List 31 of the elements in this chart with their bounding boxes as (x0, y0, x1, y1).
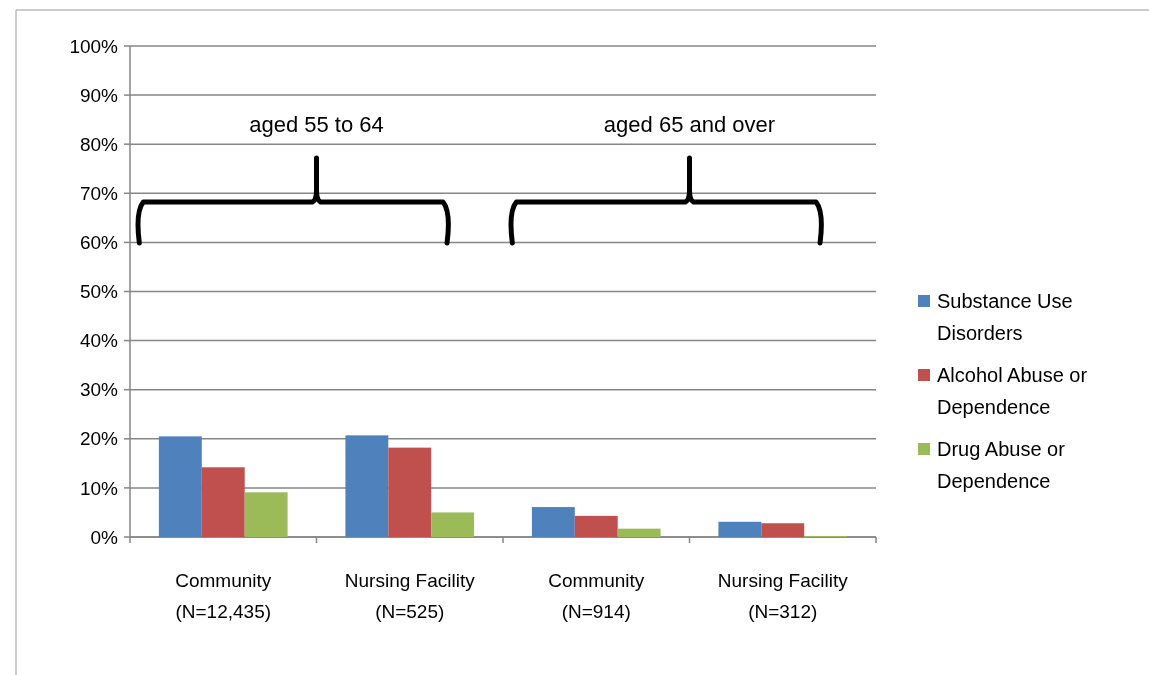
bar (158, 436, 202, 537)
bar (574, 515, 618, 537)
y-tick-label: 10% (79, 477, 119, 499)
y-tick-label: 90% (79, 84, 119, 106)
y-tick-label: 50% (79, 281, 119, 303)
legend-label: Drug Abuse or Dependence (937, 438, 1066, 492)
annotation: aged 55 to 64 (249, 112, 384, 137)
legend-label: Alcohol Abuse or Dependence (937, 364, 1088, 418)
y-tick-label: 0% (90, 526, 119, 548)
y-tick-label: 70% (79, 182, 119, 204)
y-tick-label: 40% (79, 330, 119, 352)
y-tick-label: 20% (79, 428, 119, 450)
x-tick-label: Nursing Facility (N=525) (344, 570, 476, 622)
y-tick-label: 100% (69, 35, 119, 57)
y-tick-label: 60% (79, 232, 119, 254)
x-tick-label: Community (N=12,435) (175, 570, 272, 622)
y-tick-label: 30% (79, 379, 119, 401)
bar (761, 523, 805, 537)
bar (531, 507, 575, 537)
x-tick-label: Community (N=914) (548, 570, 645, 622)
bar (718, 521, 762, 537)
bar (345, 435, 389, 537)
legend-label: Substance Use Disorders (937, 290, 1073, 344)
annotation: aged 65 and over (603, 112, 776, 137)
bar (431, 512, 475, 537)
bar (617, 528, 661, 537)
x-tick-label: Nursing Facility (N=312) (717, 570, 849, 622)
y-tick-label: 80% (79, 133, 119, 155)
bar (388, 447, 432, 537)
bar (244, 492, 288, 537)
bar (201, 467, 245, 537)
